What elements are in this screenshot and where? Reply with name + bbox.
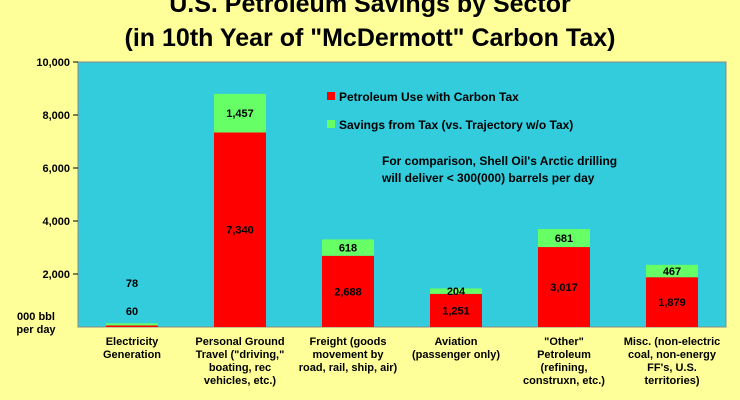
category-label: territories) — [644, 375, 699, 387]
category-label: construxn, etc.) — [523, 375, 605, 387]
bar-savings — [214, 93, 266, 133]
y-tick-label: 10,000 — [36, 57, 70, 69]
data-label-savings: 681 — [555, 233, 573, 245]
annotation-line: will deliver < 300(000) barrels per day — [381, 171, 595, 185]
category-label: Electricity — [106, 336, 159, 348]
chart-title-line: (in 10th Year of "McDermott" Carbon Tax) — [125, 24, 616, 52]
bar-petroleum-use — [322, 255, 374, 327]
category-label: Travel ("driving," — [196, 349, 285, 361]
bar-savings — [538, 229, 590, 248]
category-label: movement by — [313, 349, 385, 361]
y-tick-label: 8,000 — [42, 110, 70, 122]
category-label: boating, rec — [209, 362, 271, 374]
category-label: vehicles, etc.) — [204, 375, 276, 387]
category-label: Generation — [103, 349, 161, 361]
y-axis-label: 000 bbl — [17, 311, 55, 323]
data-label-petroleum-use: 2,688 — [334, 286, 362, 298]
bar-savings — [646, 264, 698, 278]
category-label: Aviation — [435, 336, 478, 348]
annotation-line: For comparison, Shell Oil's Arctic drill… — [382, 154, 617, 168]
data-label-petroleum-use: 7,340 — [226, 225, 254, 237]
bar-savings — [106, 323, 158, 326]
bar-petroleum-use — [430, 293, 482, 327]
category-label: coal, non-energy — [628, 349, 717, 361]
bar-savings — [322, 239, 374, 256]
category-label: Personal Ground — [195, 336, 284, 348]
chart-title-line: U.S. Petroleum Savings by Sector — [169, 0, 571, 18]
data-label-savings: 618 — [339, 243, 357, 255]
data-label-savings: 78 — [126, 278, 138, 290]
data-label-petroleum-use: 1,251 — [442, 305, 470, 317]
data-label-petroleum-use: 3,017 — [550, 282, 578, 294]
category-label: (passenger only) — [412, 349, 500, 361]
y-tick-label: 6,000 — [42, 163, 70, 175]
bar-petroleum-use — [646, 277, 698, 327]
bar-petroleum-use — [106, 325, 158, 327]
data-label-savings: 467 — [663, 266, 681, 278]
category-label: "Other" — [544, 336, 584, 348]
bar-savings — [430, 288, 482, 294]
data-label-savings: 204 — [447, 286, 466, 298]
legend-entry: Savings from Tax (vs. Trajectory w/o Tax… — [339, 118, 573, 132]
legend-entry: Petroleum Use with Carbon Tax — [339, 90, 519, 104]
bar-petroleum-use — [214, 132, 266, 327]
category-label: Freight (goods — [310, 336, 387, 348]
category-label: (refining, — [540, 362, 587, 374]
data-label-savings: 1,457 — [226, 108, 254, 120]
data-label-petroleum-use: 60 — [126, 306, 138, 318]
legend-swatch — [327, 92, 335, 100]
y-tick-label: 2,000 — [42, 269, 70, 281]
legend-swatch — [327, 120, 335, 128]
category-label: FF's, U.S. — [647, 362, 697, 374]
category-label: road, rail, ship, air) — [299, 362, 398, 374]
y-axis-label: per day — [16, 324, 56, 336]
y-tick-label: 4,000 — [42, 216, 70, 228]
plot-area — [77, 61, 727, 328]
category-label: Misc. (non-electric — [624, 336, 721, 348]
category-label: Petroleum — [537, 349, 591, 361]
data-label-petroleum-use: 1,879 — [658, 297, 686, 309]
bar-petroleum-use — [538, 247, 590, 327]
